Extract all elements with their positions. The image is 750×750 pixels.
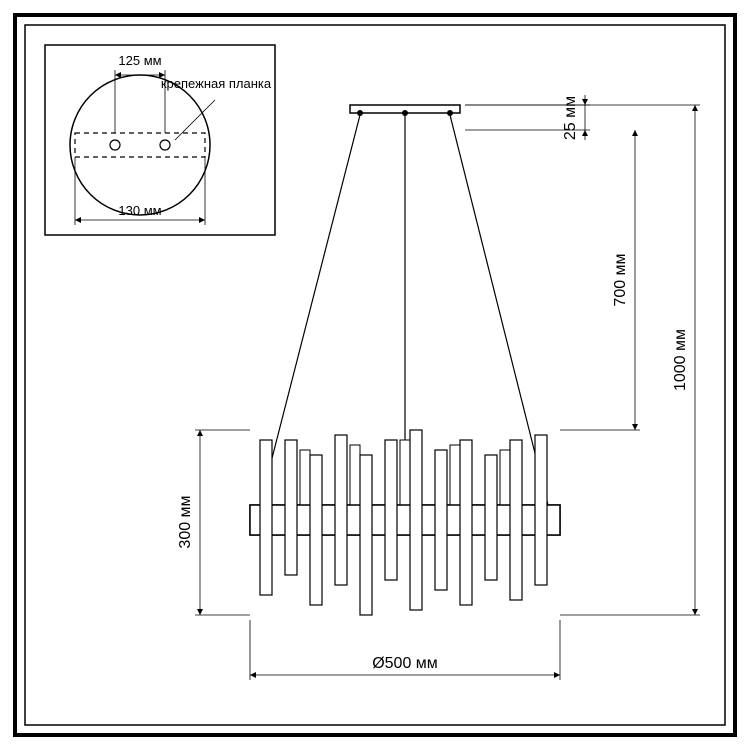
dim-700-label: 700 мм (612, 253, 629, 306)
inset-dim-125: 125 мм (115, 53, 165, 133)
dim-300-label: 300 мм (177, 495, 194, 548)
chandelier-main (250, 105, 560, 615)
inset-dim-130: 130 мм (75, 157, 205, 225)
inset-detail: 125 мм крепежная планка 130 мм (45, 45, 275, 235)
dim-diameter: Ø500 мм (250, 620, 560, 680)
back-bars (300, 440, 510, 505)
outer-frame (15, 15, 735, 735)
inset-plate-leader: крепежная планка (161, 76, 272, 140)
inner-frame (25, 25, 725, 725)
inset-dim-125-label: 125 мм (118, 53, 161, 68)
dim-total: 1000 мм (465, 105, 700, 615)
dim-suspension: 700 мм (560, 130, 640, 430)
inset-plate-label-1: крепежная планка (161, 76, 272, 91)
inset-dim-130-label: 130 мм (118, 203, 161, 218)
diagram-canvas: 125 мм крепежная планка 130 мм (0, 0, 750, 750)
dim-plate-height: 25 мм (465, 95, 590, 140)
dim-diameter-label: Ø500 мм (372, 655, 438, 672)
dim-body-height: 300 мм (177, 430, 250, 615)
dim-25-label: 25 мм (562, 96, 579, 140)
dim-1000-label: 1000 мм (672, 329, 689, 391)
